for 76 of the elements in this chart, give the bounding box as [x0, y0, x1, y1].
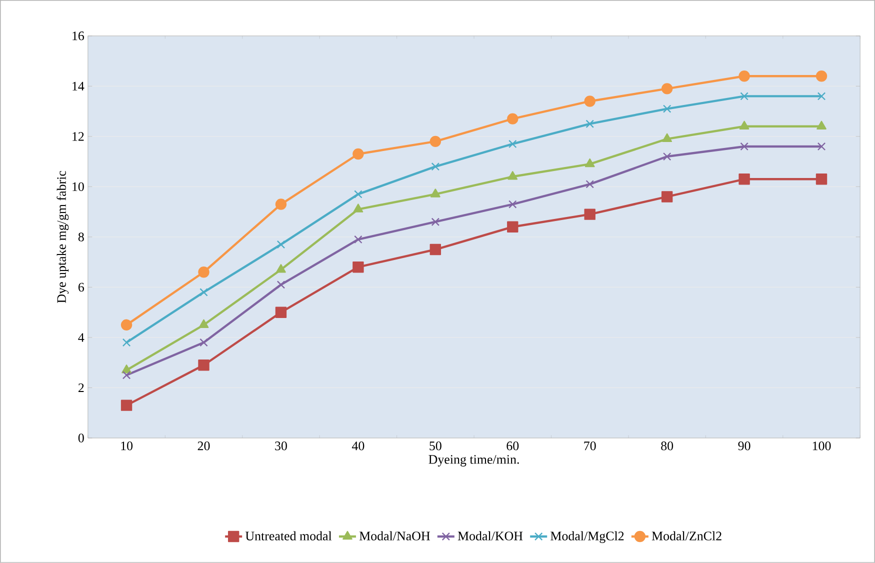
point — [275, 306, 287, 318]
point — [816, 174, 828, 185]
point — [662, 152, 672, 161]
point — [122, 364, 132, 374]
point — [584, 158, 595, 168]
x-tick-label: 70 — [584, 442, 596, 450]
point — [198, 266, 210, 278]
legend-label: Modal/NaOH — [359, 531, 430, 540]
point — [586, 120, 594, 128]
y-tick-label: 10 — [72, 182, 84, 192]
y-tick-label: 0 — [78, 434, 84, 442]
point — [354, 235, 362, 244]
point — [200, 338, 208, 347]
point — [430, 136, 442, 148]
y-tick-label: 2 — [78, 383, 84, 392]
point — [352, 262, 364, 273]
point — [507, 221, 518, 233]
point — [817, 92, 826, 100]
point — [508, 200, 517, 208]
point — [276, 240, 286, 249]
point — [816, 70, 828, 82]
point — [198, 360, 210, 371]
point — [430, 188, 440, 198]
x-tick-label: 90 — [738, 442, 750, 450]
point — [352, 148, 364, 160]
point — [122, 371, 131, 380]
legend-label: Modal/MgCl2 — [550, 531, 624, 544]
x-tick-label: 20 — [198, 442, 210, 450]
x-tick-label: 10 — [121, 442, 133, 450]
point — [816, 120, 826, 130]
point — [275, 198, 287, 210]
point — [739, 120, 750, 130]
point — [431, 162, 440, 171]
y-tick-label: 16 — [72, 32, 84, 40]
legend-label: Modal/KOH — [458, 531, 523, 540]
x-tick-label: 80 — [661, 442, 674, 450]
legend-label: Modal/ZnCl2 — [652, 531, 722, 540]
x-tick-label: 100 — [812, 442, 831, 450]
point — [354, 190, 362, 198]
point — [353, 204, 364, 212]
point — [738, 70, 750, 82]
y-tick-label: 8 — [78, 232, 84, 242]
point — [661, 191, 673, 202]
point — [662, 133, 672, 142]
point — [662, 104, 672, 113]
point — [198, 319, 209, 328]
x-tick-label: 40 — [352, 442, 364, 450]
point — [276, 280, 286, 289]
y-tick-label: 12 — [72, 132, 84, 141]
point — [120, 400, 132, 411]
y-tick-label: 14 — [72, 82, 84, 90]
y-tick-label: 4 — [78, 333, 84, 342]
point — [508, 171, 518, 180]
point — [120, 319, 132, 331]
point — [738, 174, 750, 185]
point — [276, 264, 286, 273]
point — [584, 208, 596, 220]
y-axis-title: Dye uptake mg/gm fabric — [56, 170, 69, 303]
x-tick-label: 60 — [506, 442, 519, 450]
point — [430, 244, 442, 256]
point — [508, 140, 517, 148]
point — [122, 338, 131, 347]
point — [200, 288, 208, 296]
point — [817, 142, 826, 151]
x-axis-title: Dyeing time/min. — [428, 455, 519, 466]
x-tick-label: 50 — [430, 442, 442, 450]
point — [661, 83, 673, 94]
point — [431, 218, 440, 226]
point — [740, 142, 748, 151]
legend-label: Untreated modal — [245, 531, 332, 540]
point — [584, 96, 596, 107]
point — [586, 180, 594, 188]
y-tick-label: 6 — [78, 282, 84, 292]
point — [507, 113, 518, 124]
point — [740, 92, 748, 100]
x-tick-label: 30 — [275, 442, 287, 450]
